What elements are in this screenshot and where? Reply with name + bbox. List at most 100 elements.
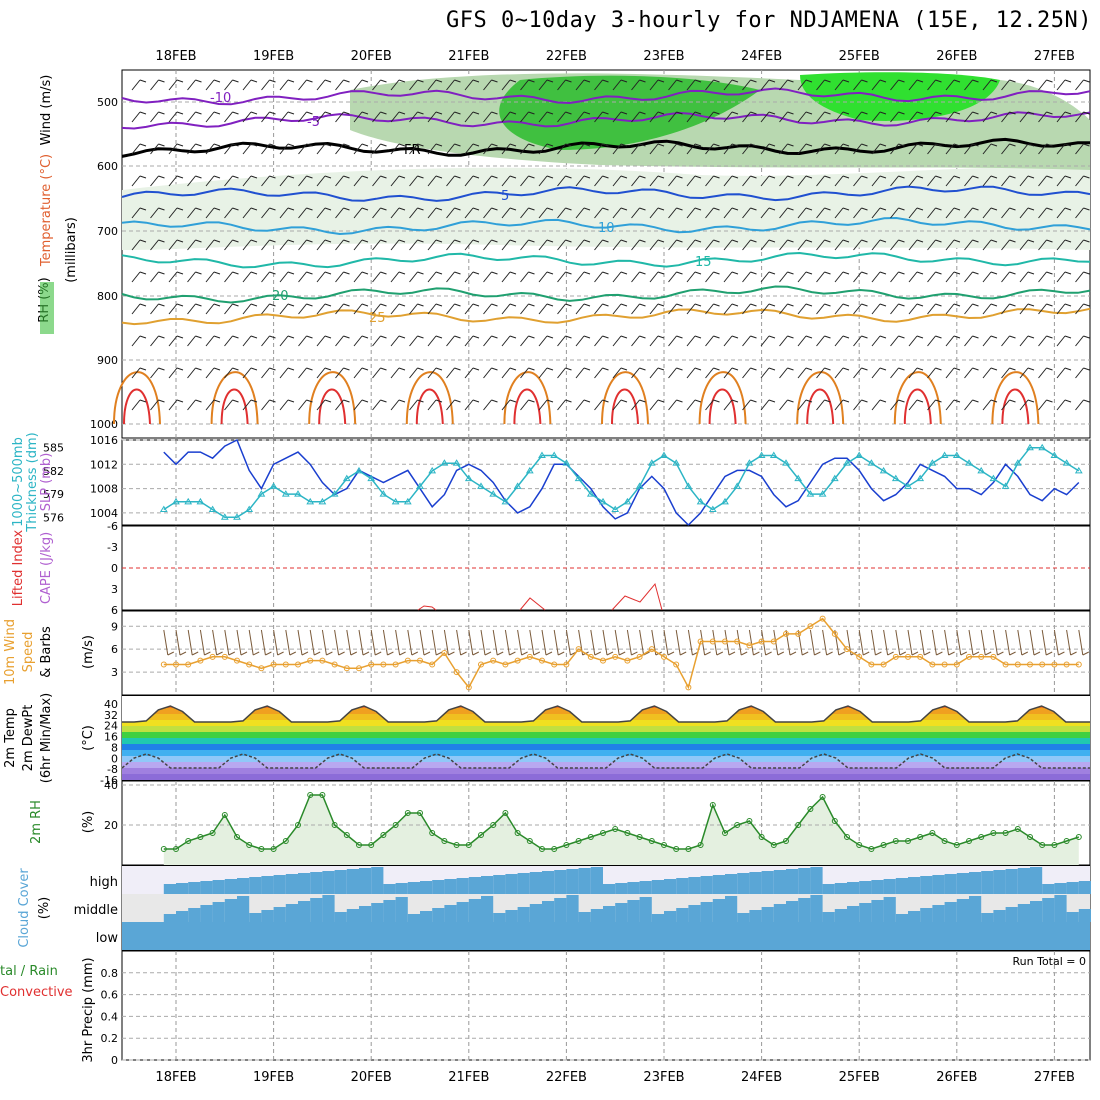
date-label-bottom-18feb: 18FEB bbox=[155, 1070, 196, 1085]
cloud-low-bar bbox=[122, 922, 1090, 950]
rh-series-point-52 bbox=[795, 822, 802, 828]
wind-speed-series-point-5 bbox=[221, 653, 228, 660]
cloud-mid-bar-39 bbox=[639, 897, 652, 922]
cloud-high-bar-19 bbox=[395, 883, 408, 894]
tick-precip-0.8: 0.8 bbox=[101, 967, 119, 980]
pbl-contour-inner-3 bbox=[415, 388, 444, 425]
tick-thickness-576: 576 bbox=[43, 511, 64, 524]
wind-speed-series-point-40 bbox=[648, 646, 655, 653]
rh-series-point-55 bbox=[831, 818, 838, 824]
thickness-series-point-53 bbox=[806, 490, 815, 497]
rh-series-point-54 bbox=[819, 794, 826, 800]
wind-speed-series-point-64 bbox=[941, 661, 948, 668]
wind-speed-series-point-19 bbox=[392, 661, 399, 668]
cloud-mid-bar-23 bbox=[444, 905, 457, 922]
isotherm-label--5: -5 bbox=[307, 115, 320, 130]
cloud-mid-bar-72 bbox=[1042, 898, 1055, 922]
isotherm-label-25: 25 bbox=[369, 311, 386, 326]
rh-series-point-74 bbox=[1063, 838, 1070, 844]
temp-color-band-8 bbox=[122, 726, 1090, 732]
dewpoint-2m-line bbox=[121, 753, 1090, 769]
rh-series-point-58 bbox=[868, 846, 875, 852]
pbl-contour-inner-1 bbox=[220, 388, 249, 425]
temp-color-band-6 bbox=[122, 738, 1090, 744]
wind-speed-series-point-54 bbox=[819, 615, 826, 622]
date-label-bottom-25feb: 25FEB bbox=[839, 1070, 880, 1085]
rh-series-point-18 bbox=[380, 832, 387, 838]
cloud-mid-bar-55 bbox=[834, 909, 847, 922]
pbl-contour-inner-5 bbox=[611, 388, 639, 425]
wind-speed-series-point-50 bbox=[770, 638, 777, 645]
rh-series-point-68 bbox=[990, 830, 997, 836]
thickness-series-point-36 bbox=[599, 497, 607, 505]
cloud-mid-bar-42 bbox=[676, 908, 689, 922]
cloud-mid-bar-9 bbox=[273, 907, 286, 922]
cloud-mid-bar-16 bbox=[359, 906, 372, 922]
wind-speed-series-point-6 bbox=[234, 657, 240, 664]
rh-series-point-11 bbox=[295, 822, 301, 828]
wind-speed-series-point-18 bbox=[380, 661, 387, 668]
rh-series-point-15 bbox=[343, 832, 350, 838]
wind-speed-series-point-63 bbox=[929, 661, 936, 668]
temp-color-band-3 bbox=[122, 756, 1090, 762]
rh-series-point-31 bbox=[539, 846, 545, 852]
rh-series-point-37 bbox=[612, 826, 619, 832]
thickness-series-point-24 bbox=[452, 459, 461, 466]
cloud-mid-bar-64 bbox=[944, 902, 957, 922]
wind-speed-series-point-61 bbox=[905, 653, 911, 660]
date-label-top-25feb: 25FEB bbox=[839, 49, 880, 64]
rh-series-point-22 bbox=[429, 830, 436, 836]
ylabel-precip-c: 3hr Precip (mm) bbox=[81, 957, 96, 1062]
cloud-high-bar-69 bbox=[1005, 869, 1018, 894]
cloud-mid-bar-59 bbox=[883, 897, 896, 922]
cloud-mid-bar-35 bbox=[590, 909, 603, 922]
ylabel-temp-unit: (°C) bbox=[81, 725, 96, 751]
temp-curve-mask bbox=[122, 696, 1090, 722]
ylabel-wind-unit: (m/s) bbox=[81, 635, 96, 669]
cloud-high-bar-23 bbox=[444, 879, 457, 894]
cloud-high-bar-33 bbox=[566, 869, 579, 894]
wind-speed-series-point-72 bbox=[1039, 661, 1046, 668]
tick-temp--8: -8 bbox=[107, 763, 118, 776]
thickness-series-point-17 bbox=[367, 474, 376, 482]
temp-color-band-0 bbox=[122, 774, 1090, 780]
rh-series-point-46 bbox=[722, 830, 728, 836]
wind-speed-series-point-34 bbox=[575, 646, 582, 653]
cloud-high-bar-55 bbox=[834, 883, 847, 894]
wind-speed-series-point-26 bbox=[478, 661, 484, 668]
wind-speed-series-point-32 bbox=[551, 661, 558, 668]
cloud-mid-bar-34 bbox=[578, 912, 591, 922]
pbl-contour-outer-7 bbox=[796, 371, 845, 425]
thickness-series-point-57 bbox=[855, 451, 864, 458]
thickness-series-point-22 bbox=[428, 466, 437, 474]
rh-series-point-5 bbox=[221, 812, 228, 818]
rh-series-point-59 bbox=[880, 842, 887, 848]
cloud-mid-bar-10 bbox=[285, 904, 298, 922]
cloud-high-bar-58 bbox=[871, 880, 884, 894]
thickness-series-point-55 bbox=[830, 474, 839, 482]
pbl-contour-outer-6 bbox=[698, 371, 747, 425]
rh-series-point-32 bbox=[551, 846, 558, 852]
isotherm-line--5 bbox=[121, 111, 1091, 130]
isotherm-line--10 bbox=[121, 87, 1091, 106]
wind-speed-series-point-69 bbox=[1002, 661, 1009, 668]
cloud-high-bar-50 bbox=[773, 870, 786, 894]
wind-speed-series-point-48 bbox=[746, 642, 753, 649]
thickness-series-point-60 bbox=[891, 474, 900, 482]
thickness-series-point-21 bbox=[416, 482, 424, 489]
cloud-high-bar-51 bbox=[786, 869, 799, 894]
cloud-high-bar-32 bbox=[554, 870, 567, 894]
wind-speed-series-point-36 bbox=[600, 657, 606, 664]
date-label-top-24feb: 24FEB bbox=[741, 49, 782, 64]
wind-speed-series-point-7 bbox=[246, 661, 253, 668]
cloud-high-bar-73 bbox=[1054, 883, 1067, 894]
cloud-mid-bar-29 bbox=[517, 907, 530, 922]
isotherm-label-15: 15 bbox=[695, 255, 712, 270]
rh-series-point-39 bbox=[636, 834, 643, 840]
rh-series-point-73 bbox=[1051, 842, 1058, 848]
date-label-bottom-22feb: 22FEB bbox=[546, 1070, 587, 1085]
cloud-high-bar-6 bbox=[237, 878, 250, 894]
pbl-contour-outer-4 bbox=[503, 371, 552, 425]
rh-series-point-41 bbox=[661, 842, 667, 848]
wind-speed-series-point-56 bbox=[844, 646, 850, 653]
